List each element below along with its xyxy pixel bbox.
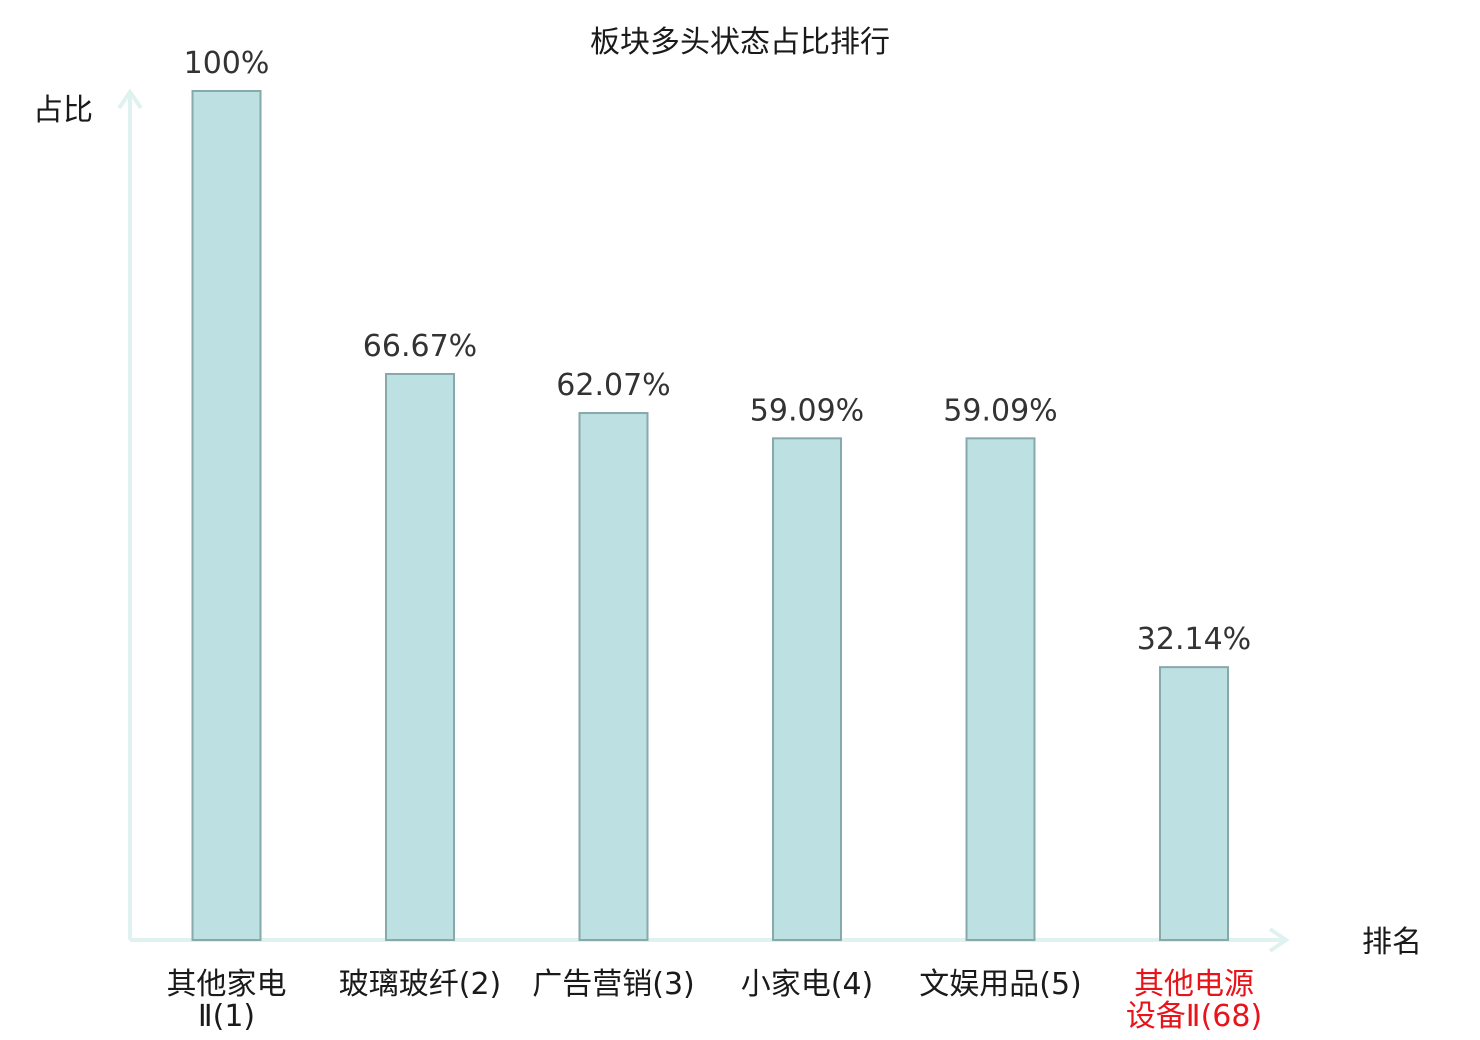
value-label-3: 62.07% [556,368,670,403]
category-label-3: 广告营销(3) [532,967,695,1002]
category-label-4: 小家电(4) [741,967,874,1002]
chart-title: 板块多头状态占比排行 [590,25,890,60]
category-label-6: 其他电源设备Ⅱ(68) [1126,967,1262,1034]
bar-3 [578,412,649,941]
category-label-line: 文娱用品(5) [919,967,1082,1002]
category-label-line: 小家电(4) [741,967,874,1002]
bar-1 [191,90,262,941]
value-label-2: 66.67% [363,329,477,364]
category-label-line: 广告营销(3) [532,967,695,1002]
category-label-line: 其他电源 [1134,967,1254,1002]
value-label-4: 59.09% [750,393,864,428]
y-axis-arrow-icon [117,88,143,110]
category-label-1: 其他家电 Ⅱ(1) [167,967,287,1034]
value-label-6: 32.14% [1137,622,1251,657]
category-label-line: 玻璃玻纤(2) [339,967,502,1002]
category-label-line: 其他家电 [167,967,287,1002]
value-label-5: 59.09% [943,393,1057,428]
bars-group [191,90,1229,942]
category-label-line: 设备Ⅱ(68) [1126,999,1262,1034]
bar-4 [772,437,842,941]
bar-6 [1159,666,1229,941]
category-label-2: 玻璃玻纤(2) [339,967,502,1002]
bar-2 [385,372,455,942]
x-axis-label: 排名 [1362,925,1422,960]
x-axis-arrow-icon [1268,927,1290,953]
value-label-1: 100% [184,46,270,81]
y-axis-label: 占比 [33,93,93,128]
category-label-line: Ⅱ(1) [198,999,255,1034]
labels-group: 100% 其他家电 Ⅱ(1) 66.67% 玻璃玻纤(2) 62.07% 广告营销(3) 59… [167,46,1263,1034]
category-label-5: 文娱用品(5) [919,967,1082,1002]
bar-5 [965,437,1036,941]
